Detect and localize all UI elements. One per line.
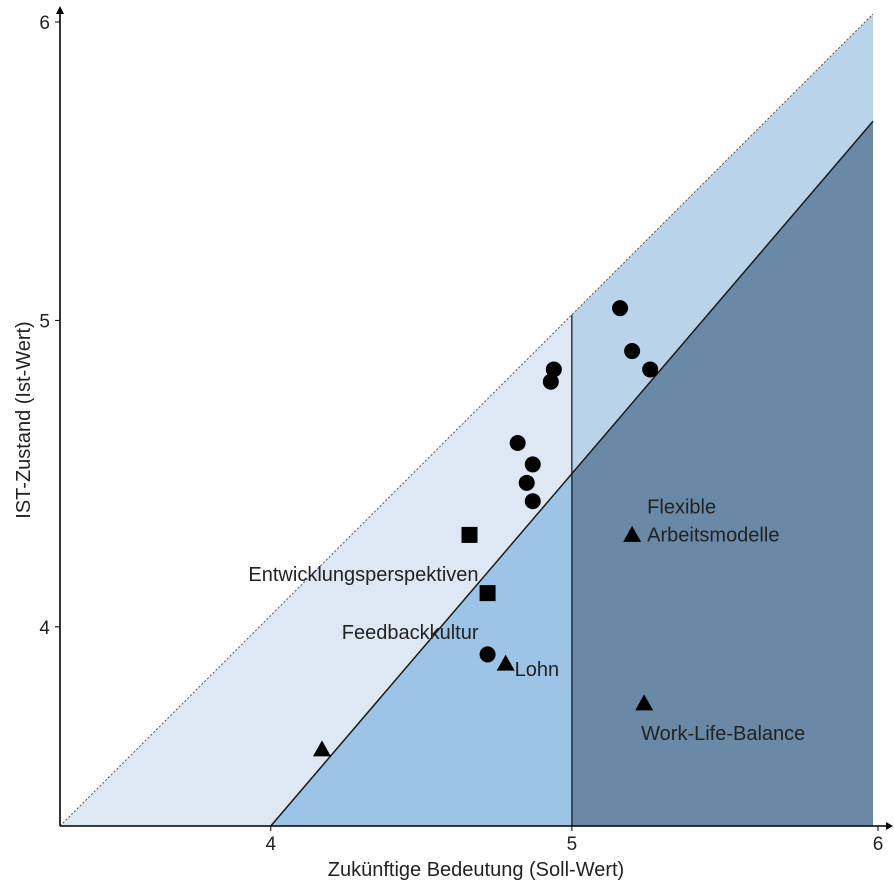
x-tick-label: 4 <box>265 834 276 855</box>
annotation-label: Work-Life-Balance <box>641 723 805 745</box>
x-tick-label: 5 <box>567 834 578 855</box>
circle-marker <box>479 646 496 663</box>
circle-marker <box>524 493 541 510</box>
annotations: Flexible Arbeitsmodelle Entwicklungsperspe… <box>248 496 805 745</box>
annotation-line: Arbeitsmodelle <box>647 524 779 546</box>
annotation-line: Feedbackkultur <box>342 622 479 644</box>
x-axis-title: Zukünftige Bedeutung (Soll-Wert) <box>328 859 624 881</box>
y-tick-label: 5 <box>39 311 50 332</box>
circle-marker <box>624 343 641 360</box>
annotation-label: Entwicklungsperspektiven <box>248 564 478 586</box>
annotation-line: Entwicklungsperspektiven <box>248 564 478 586</box>
annotation-line: Work-Life-Balance <box>641 723 805 745</box>
region-dark <box>571 121 873 826</box>
y-axis-arrow <box>56 6 64 14</box>
data-marks <box>312 300 659 757</box>
plot-lines <box>59 13 874 827</box>
circle-marker <box>545 361 562 378</box>
region-light-band <box>60 314 572 826</box>
annotation-label: Lohn <box>515 659 560 681</box>
triangle-marker <box>312 740 331 757</box>
plot-regions <box>60 14 873 826</box>
circle-marker <box>509 434 526 451</box>
annotation-line: Lohn <box>515 659 560 681</box>
x-axis-arrow <box>886 822 893 830</box>
triangle-marker <box>623 525 642 542</box>
triangle-marker <box>496 654 515 671</box>
y-axis-title: IST-Zustand (Ist-Wert) <box>13 321 35 518</box>
square-marker <box>461 526 478 543</box>
upper-diagonal-line <box>59 13 874 827</box>
square-marker <box>479 585 496 602</box>
x-tick-label: 6 <box>873 834 884 855</box>
region-upper-band <box>571 14 873 474</box>
circle-marker <box>642 361 659 378</box>
y-tick-label: 4 <box>39 618 50 639</box>
y-tick-label: 6 <box>39 13 50 34</box>
circle-marker <box>524 456 541 473</box>
annotation-label: Flexible Arbeitsmodelle <box>647 496 779 546</box>
annotation-label: Feedbackkultur <box>342 622 479 644</box>
circle-marker <box>612 300 629 317</box>
annotation-line: Flexible <box>647 496 716 518</box>
circle-marker <box>518 474 535 491</box>
axes: 4 5 6 4 5 6 <box>39 6 893 855</box>
circle-marker <box>542 373 559 390</box>
triangle-marker <box>635 694 654 711</box>
